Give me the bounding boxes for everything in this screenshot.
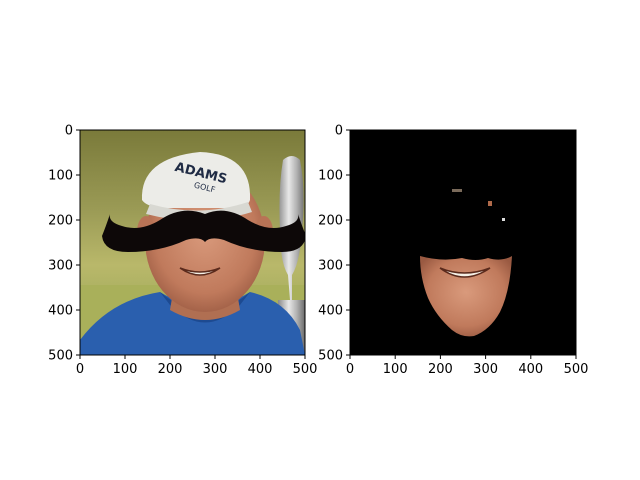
left-axes-frame: [79, 129, 306, 356]
right-panel: [350, 130, 576, 355]
left-x-tick-label: 0: [76, 362, 84, 377]
right-image: [350, 130, 576, 355]
left-y-tick-label: 400: [48, 304, 73, 319]
left-y-tick-label: 200: [48, 214, 73, 229]
mustache: [102, 210, 305, 252]
right-y-tick-label: 0: [335, 124, 343, 139]
left-panel: ADAMS GOLF: [80, 130, 305, 355]
left-image: ADAMS GOLF: [80, 130, 305, 355]
left-y-tick-label: 500: [48, 349, 73, 364]
right-y-tick-label: 100: [318, 169, 343, 184]
right-y-tick-label: 400: [318, 304, 343, 319]
left-x-tick-label: 400: [248, 362, 273, 377]
right-x-tick-label: 100: [383, 362, 408, 377]
left-x-tick-label: 200: [158, 362, 183, 377]
right-y-tick-label: 200: [318, 214, 343, 229]
right-y-tick-label: 500: [318, 349, 343, 364]
right-x-tick-label: 300: [473, 362, 498, 377]
left-y-tick-label: 100: [48, 169, 73, 184]
right-axes-frame: [349, 129, 577, 356]
right-x-tick-label: 400: [518, 362, 543, 377]
right-x-tick-label: 200: [428, 362, 453, 377]
right-x-tick-label: 500: [564, 362, 589, 377]
left-x-tick-label: 100: [113, 362, 138, 377]
left-x-tick-label: 500: [293, 362, 318, 377]
right-y-tick-label: 300: [318, 259, 343, 274]
left-x-tick-label: 300: [203, 362, 228, 377]
left-y-tick-label: 300: [48, 259, 73, 274]
left-y-tick-label: 0: [65, 124, 73, 139]
right-x-tick-label: 0: [346, 362, 354, 377]
